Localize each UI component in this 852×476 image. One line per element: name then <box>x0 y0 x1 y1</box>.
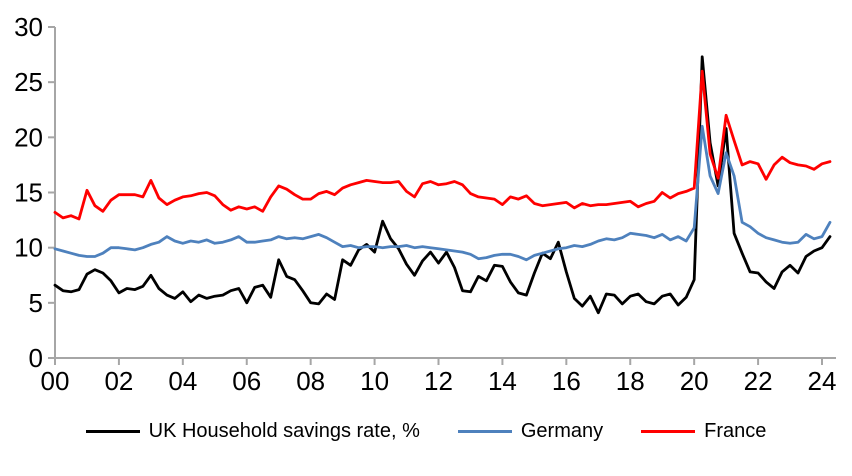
y-tick-label: 20 <box>14 122 43 152</box>
x-tick-label: 08 <box>296 366 325 396</box>
series-line-germany <box>53 124 832 262</box>
x-tick-label: 22 <box>744 366 773 396</box>
legend-label-uk: UK Household savings rate, % <box>148 420 420 442</box>
x-tick-label: 10 <box>360 366 389 396</box>
chart-legend: UK Household savings rate, % Germany Fra… <box>0 420 852 443</box>
legend-item-france: France <box>641 420 766 443</box>
legend-label-germany: Germany <box>520 420 604 442</box>
x-tick-label: 14 <box>488 366 517 396</box>
x-tick-label: 20 <box>680 366 709 396</box>
series-line-france <box>53 69 832 221</box>
legend-item-uk: UK Household savings rate, % <box>85 420 420 443</box>
x-tick-label: 04 <box>168 366 197 396</box>
y-tick-label: 5 <box>29 288 43 318</box>
chart-plot-area: 0 5 10 15 20 25 30 00 02 04 06 08 10 12 14 16 18 20 22 24 <box>14 12 837 396</box>
france-line-swatch <box>641 430 696 433</box>
x-tick-label: 06 <box>232 366 261 396</box>
germany-line-swatch <box>457 430 512 433</box>
y-tick-label: 15 <box>14 178 43 208</box>
y-tick-label: 0 <box>29 343 43 373</box>
legend-label-france: France <box>704 420 767 442</box>
x-tick-label: 18 <box>616 366 645 396</box>
x-tick-label: 24 <box>808 366 837 396</box>
legend-item-germany: Germany <box>457 420 604 443</box>
y-tick-label: 30 <box>14 12 43 42</box>
x-tick-label: 12 <box>424 366 453 396</box>
x-tick-label: 02 <box>104 366 133 396</box>
x-tick-label: 00 <box>41 366 70 396</box>
x-tick-label: 16 <box>552 366 581 396</box>
y-tick-label: 10 <box>14 233 43 263</box>
uk-line-swatch <box>85 430 140 433</box>
y-tick-label: 25 <box>14 67 43 97</box>
